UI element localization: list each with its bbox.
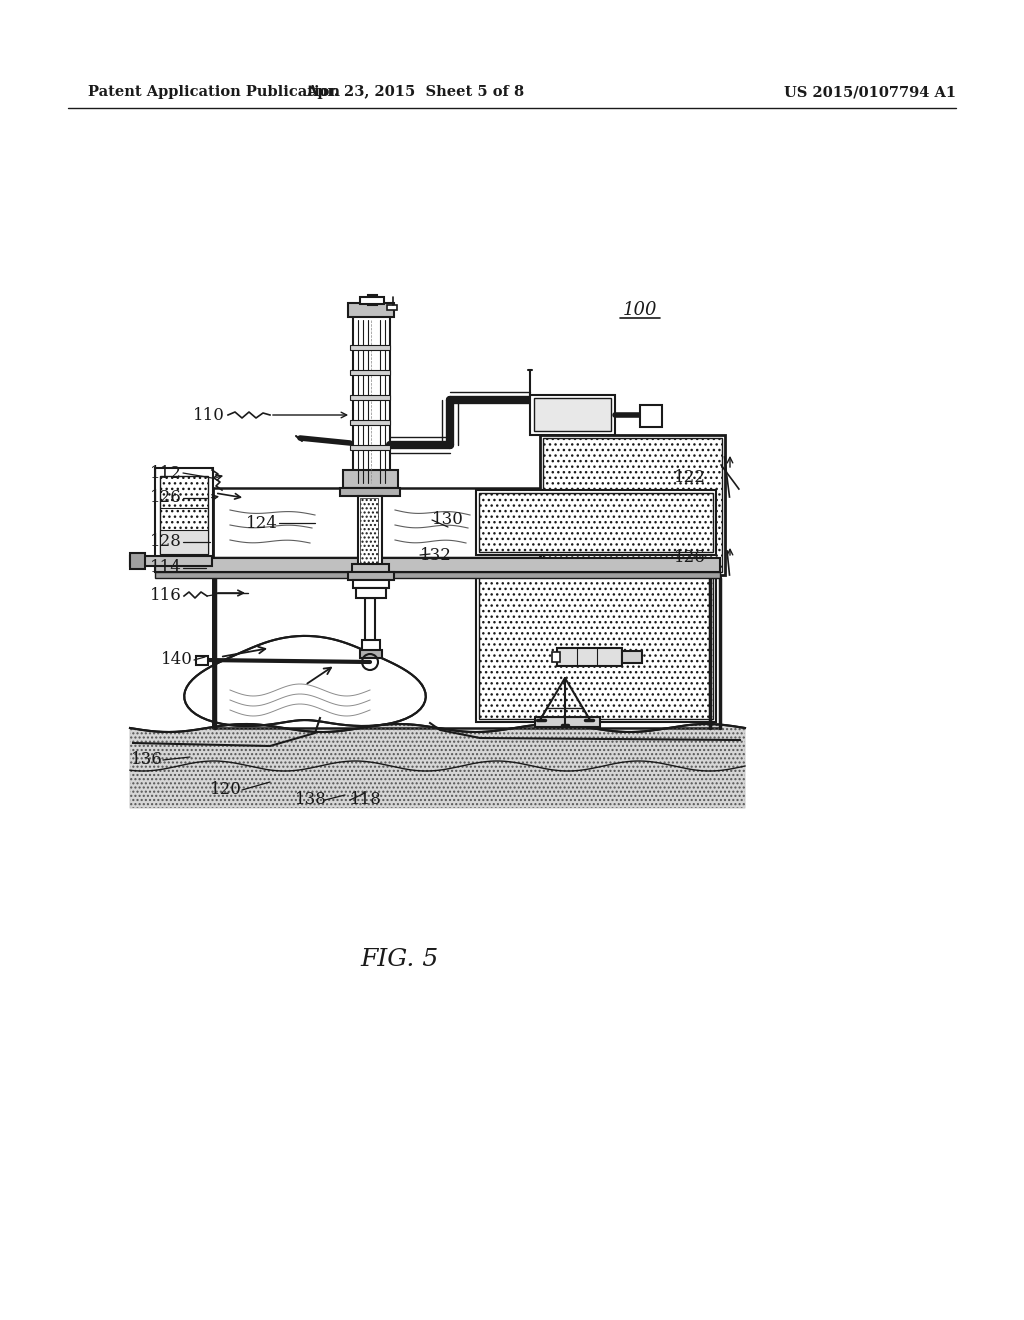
Text: US 2015/0107794 A1: US 2015/0107794 A1 (784, 84, 956, 99)
Bar (350, 445, 390, 450)
Bar (160, 531, 208, 554)
Text: 118: 118 (350, 792, 382, 808)
Bar (358, 496, 382, 572)
Bar (353, 579, 389, 587)
Bar (352, 564, 389, 576)
Bar (534, 399, 611, 432)
Text: 130: 130 (432, 511, 464, 528)
Bar (155, 469, 213, 565)
Text: 126: 126 (151, 490, 182, 507)
Bar (622, 651, 642, 663)
Bar (535, 717, 600, 727)
Bar (155, 558, 720, 572)
Text: Apr. 23, 2015  Sheet 5 of 8: Apr. 23, 2015 Sheet 5 of 8 (306, 84, 524, 99)
Bar (387, 305, 397, 310)
Text: 128: 128 (151, 533, 182, 550)
Bar (350, 370, 390, 375)
Polygon shape (184, 636, 426, 726)
Text: 110: 110 (194, 407, 225, 424)
Text: 116: 116 (151, 587, 182, 605)
Bar (479, 492, 713, 552)
Bar (557, 648, 622, 667)
Bar (362, 640, 380, 652)
Bar (343, 470, 398, 488)
Bar (479, 576, 713, 719)
Bar (350, 420, 390, 425)
Bar (162, 532, 206, 552)
Bar (640, 405, 662, 426)
Text: 124: 124 (246, 515, 278, 532)
Polygon shape (130, 723, 745, 808)
Text: FIG. 5: FIG. 5 (360, 949, 439, 972)
Text: 114: 114 (151, 560, 182, 577)
Text: 112: 112 (151, 465, 182, 482)
Text: 140: 140 (161, 652, 193, 668)
Bar (543, 438, 722, 572)
Bar (353, 315, 390, 488)
Text: 138: 138 (295, 792, 327, 808)
Bar (350, 395, 390, 400)
Text: 126: 126 (674, 549, 706, 565)
Bar (368, 294, 377, 305)
Text: Patent Application Publication: Patent Application Publication (88, 84, 340, 99)
Bar (476, 572, 716, 722)
Bar (356, 587, 386, 598)
Bar (530, 395, 615, 436)
Text: 132: 132 (420, 546, 452, 564)
Bar (130, 556, 212, 566)
Bar (360, 649, 382, 657)
Bar (540, 436, 725, 576)
Bar (155, 572, 720, 578)
Bar (340, 488, 400, 496)
Text: 120: 120 (210, 781, 242, 799)
Bar (360, 297, 384, 304)
Bar (130, 553, 145, 569)
Text: 122: 122 (674, 469, 706, 486)
Text: 100: 100 (623, 301, 657, 319)
Bar (360, 498, 378, 570)
Bar (476, 490, 716, 554)
Bar (350, 345, 390, 350)
Bar (348, 572, 394, 579)
Text: 136: 136 (131, 751, 163, 768)
Bar (348, 304, 394, 317)
Bar (160, 477, 208, 554)
Bar (552, 652, 560, 663)
Bar (196, 656, 208, 665)
